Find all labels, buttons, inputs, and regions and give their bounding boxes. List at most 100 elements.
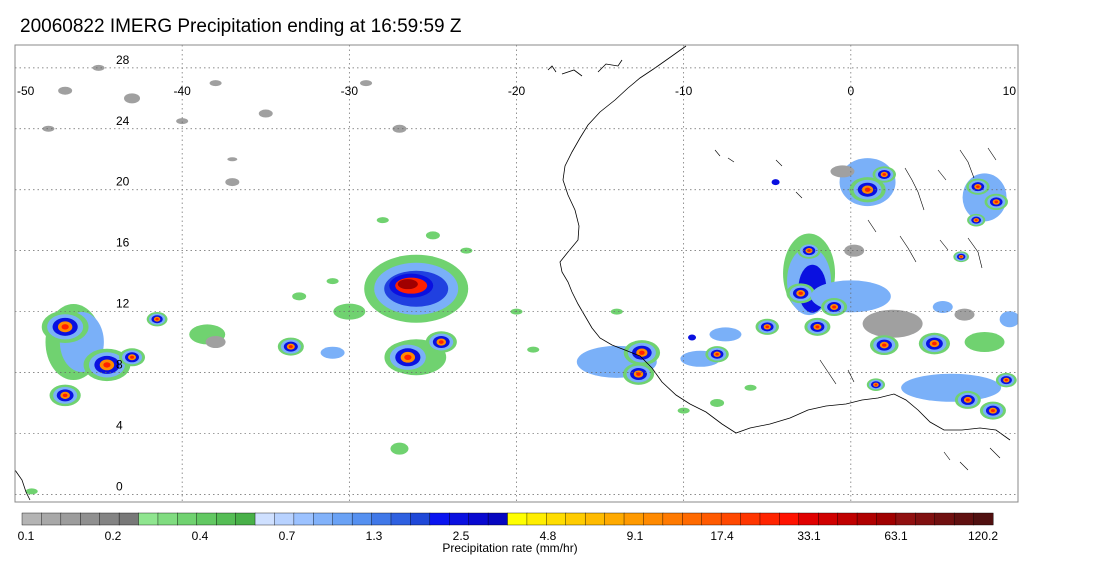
colorbar-tick-label: 33.1 [797, 529, 821, 543]
colorbar-swatch [934, 512, 955, 526]
colorbar-swatch [584, 512, 606, 526]
extreme-rain-core [103, 362, 111, 368]
extreme-rain-core [1004, 378, 1008, 382]
map-title: 20060822 IMERG Precipitation ending at 1… [20, 16, 462, 37]
colorbar-swatch [177, 512, 198, 526]
colorbar-swatch [682, 512, 703, 526]
rain-band [964, 332, 1005, 353]
extreme-rain-core [438, 340, 444, 344]
colorbar-swatch [274, 512, 295, 526]
latitude-tick-label: 8 [116, 358, 123, 372]
extreme-rain-core [636, 372, 641, 376]
colorbar-swatch [973, 512, 994, 526]
coastline-layer [15, 45, 1011, 501]
isolated-shower [771, 179, 780, 186]
colorbar-tick-label: 17.4 [710, 529, 734, 543]
isolated-shower [42, 125, 55, 132]
colorbar-swatch [371, 512, 392, 526]
colorbar-swatch [157, 512, 178, 526]
rain-band [709, 327, 742, 342]
weak-echo [830, 165, 855, 178]
colorbar-swatch [798, 512, 819, 526]
colorbar-label: Precipitation rate (mm/hr) [442, 541, 578, 555]
colorbar-swatch [293, 512, 314, 526]
longitude-tick-label: -40 [173, 84, 191, 98]
extreme-rain-core [807, 249, 811, 252]
weak-echo [862, 309, 923, 338]
convective-core [397, 279, 418, 290]
extreme-rain-core [965, 398, 970, 402]
colorbar-swatch [856, 512, 877, 526]
isolated-shower [25, 488, 38, 495]
colorbar-tick-label: 2.5 [453, 529, 470, 543]
extreme-rain-core [404, 354, 412, 360]
rain-band [932, 301, 953, 314]
extreme-rain-core [994, 200, 999, 204]
isolated-shower [688, 334, 697, 341]
extreme-rain-core [61, 324, 69, 330]
colorbar-swatch [60, 512, 81, 526]
extreme-rain-core [974, 219, 978, 222]
isolated-shower [225, 178, 240, 187]
colorbar-swatch [876, 512, 897, 526]
extreme-rain-core [639, 350, 645, 355]
isolated-shower [124, 93, 141, 104]
colorbar-swatch [720, 512, 742, 526]
colorbar-tick-label: 0.2 [105, 529, 122, 543]
colorbar-swatch [818, 512, 839, 526]
colorbar-swatch [604, 512, 625, 526]
brazil-coastline [15, 469, 31, 501]
colorbar [21, 512, 994, 526]
extreme-rain-core [155, 318, 159, 321]
isolated-shower [92, 64, 105, 71]
longitude-labels: -50 -40 -30 -20 -10 0 10 [17, 84, 1016, 98]
colorbar-swatch [507, 512, 528, 526]
extreme-rain-core [130, 355, 135, 359]
extreme-rain-core [798, 291, 803, 295]
isolated-shower [376, 217, 389, 224]
isolated-shower [527, 346, 540, 353]
extreme-rain-core [976, 185, 980, 189]
colorbar-swatch [468, 512, 489, 526]
latitude-tick-label: 24 [116, 114, 130, 128]
weak-echo [844, 244, 865, 257]
isolated-shower [326, 278, 339, 285]
longitude-tick-label: -20 [508, 84, 526, 98]
colorbar-swatch [215, 512, 237, 526]
colorbar-swatch [80, 512, 101, 526]
isolated-shower [425, 231, 440, 240]
colorbar-swatch [351, 512, 373, 526]
colorbar-swatch [390, 512, 411, 526]
north-african-coast-fragment [547, 59, 623, 77]
lake-and-river-fragments [714, 147, 1001, 471]
extreme-rain-core [882, 173, 887, 176]
extreme-rain-core [62, 393, 68, 398]
longitude-tick-label: 0 [847, 84, 854, 98]
extreme-rain-core [765, 325, 770, 329]
colorbar-swatch [701, 512, 722, 526]
extreme-rain-core [864, 187, 871, 192]
isolated-shower [209, 80, 222, 87]
isolated-shower [292, 292, 307, 301]
colorbar-swatch [526, 512, 547, 526]
isolated-shower [710, 398, 725, 407]
extreme-rain-core [959, 255, 963, 258]
colorbar-swatch [565, 512, 586, 526]
colorbar-tick-label: 0.4 [192, 529, 209, 543]
colorbar-swatch [895, 512, 916, 526]
west-africa-coastline [559, 45, 1011, 441]
colorbar-tick-label: 0.7 [279, 529, 296, 543]
map-frame [14, 44, 1019, 503]
colorbar-swatch [196, 512, 217, 526]
isolated-shower [58, 86, 73, 95]
rain-band [320, 346, 345, 359]
latitude-tick-label: 28 [116, 53, 130, 67]
colorbar-swatch [410, 512, 431, 526]
isolated-shower [744, 384, 757, 391]
colorbar-tick-label: 0.1 [18, 529, 35, 543]
isolated-shower [390, 442, 409, 455]
colorbar-swatch [332, 512, 353, 526]
colorbar-tick-label: 1.3 [366, 529, 383, 543]
colorbar-tick-labels: 0.1 0.2 0.4 0.7 1.3 2.5 4.8 9.1 17.4 33.1 63.1 120.… [18, 529, 999, 543]
